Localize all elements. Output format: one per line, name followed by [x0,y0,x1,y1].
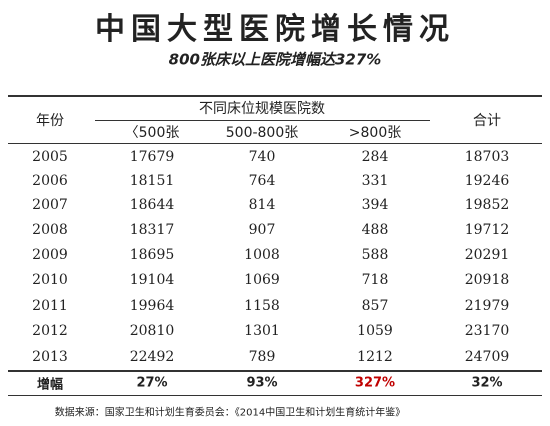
table-cell: 2010 [32,272,68,288]
table-cell: 20810 [129,323,175,339]
table-cell: 588 [361,247,389,263]
table-cell: 1158 [244,298,280,314]
subtitle: 800张床以上医院增幅达327% [168,50,382,69]
table-cell: 2006 [32,173,68,189]
table-cell: 23170 [464,323,510,339]
table-cell: 2012 [32,323,68,339]
table-cell: 18317 [129,222,175,238]
table-cell: 284 [361,149,389,165]
table-cell: 2008 [32,222,68,238]
col-header: 合计 [473,113,501,129]
rule [8,395,542,396]
table-cell: 22492 [129,349,175,365]
table-cell: 907 [248,222,276,238]
sub-header: 500-800张 [225,125,299,141]
title: 中国大型医院增长情况 [95,12,455,47]
col-header: 不同床位规模医院数 [199,101,325,117]
table-cell: 789 [248,349,276,365]
table-cell: 2009 [32,247,68,263]
source: 数据来源：国家卫生和计划生育委员会：《2014中国卫生和计划生育统计年鉴》 [54,407,406,419]
table-cell: 17679 [129,149,175,165]
col-header: 年份 [36,113,64,129]
growth-cell: 93% [246,375,278,391]
growth-cell: 32% [471,375,503,391]
table-cell: 2007 [32,197,68,213]
table-cell: 740 [248,149,276,165]
table-cell: 19104 [129,272,175,288]
table-cell: 718 [361,272,389,288]
table-cell: 2011 [32,298,68,314]
table-cell: 2005 [32,149,68,165]
table-cell: 1059 [357,323,393,339]
table-cell: 814 [248,197,276,213]
table-cell: 18695 [129,247,175,263]
table-cell: 394 [361,197,389,213]
sub-header: 〈500张 [124,125,180,141]
rule [8,370,542,372]
table-cell: 1008 [244,247,280,263]
table-cell: 764 [248,173,276,189]
table-cell: 21979 [464,298,510,314]
table-cell: 19964 [129,298,175,314]
table-cell: 331 [361,173,389,189]
growth-cell: 27% [136,375,168,391]
table-cell: 19712 [464,222,510,238]
table-cell: 18644 [129,197,175,213]
table-cell: 488 [361,222,389,238]
table-cell: 20291 [464,247,510,263]
table-cell: 20918 [464,272,510,288]
growth-cell: 327% [354,375,396,391]
rule [95,120,430,121]
table-cell: 19852 [464,197,510,213]
table-cell: 2013 [32,349,68,365]
table-cell: 1069 [244,272,280,288]
sub-header: >800张 [348,125,402,141]
table-cell: 24709 [464,349,510,365]
table-cell: 18703 [464,149,510,165]
table-cell: 1212 [357,349,393,365]
table-cell: 18151 [129,173,175,189]
table-cell: 19246 [464,173,510,189]
table-cell: 857 [361,298,389,314]
rule [8,95,542,97]
growth-cell: 增幅 [36,377,64,393]
rule [8,143,542,144]
table-cell: 1301 [244,323,280,339]
